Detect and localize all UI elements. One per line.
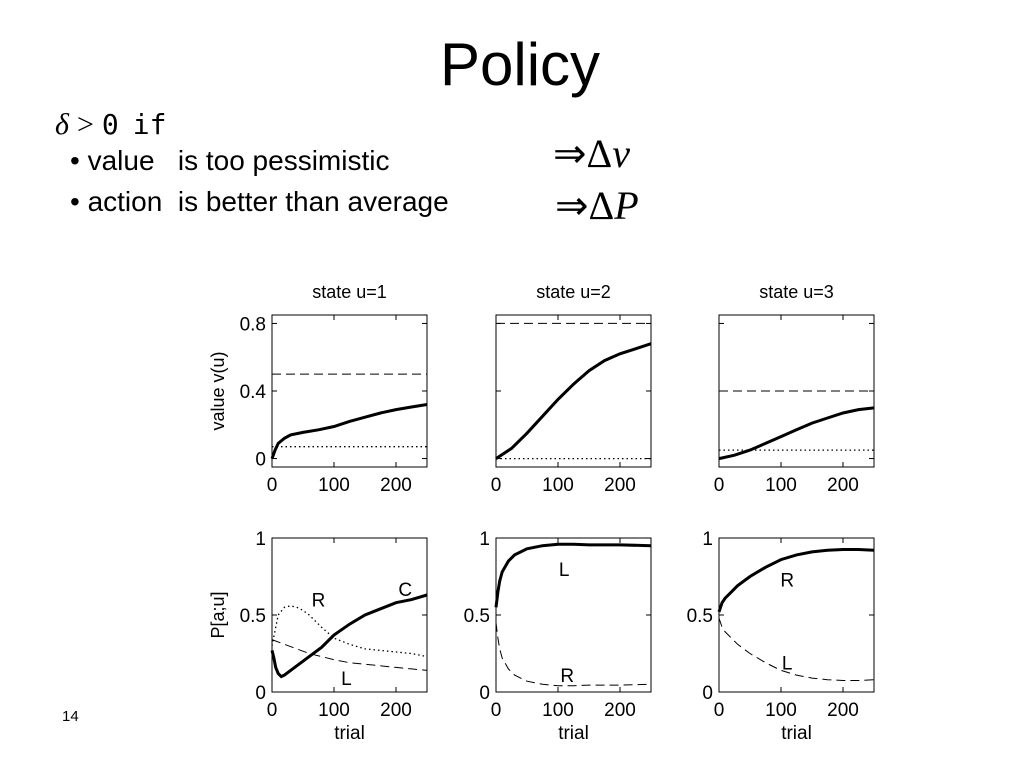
consequence-var: P (614, 183, 639, 228)
x-tick-label: 200 (380, 475, 412, 496)
condition-line: δ >0 if (55, 108, 166, 142)
y-tick-label: 1 (702, 529, 713, 550)
delta-symbol: δ (55, 108, 69, 141)
implies-delta-p: ⇒ΔP (555, 182, 639, 229)
series-line-solid (718, 406, 875, 461)
y-axis-label: P[a;u] (208, 591, 228, 638)
series-line-solid (270, 403, 428, 460)
x-tick-label: 100 (765, 475, 797, 496)
relation-symbol: > (76, 108, 94, 141)
slide-title: Policy (439, 31, 601, 98)
curve-label: R (780, 571, 794, 592)
series-line-solid (717, 548, 875, 613)
x-tick-label: 0 (714, 475, 725, 496)
y-tick-label: 0.5 (687, 606, 713, 627)
x-tick-label: 200 (604, 475, 636, 496)
y-tick-label: 0.5 (464, 606, 490, 627)
condition-word: if (132, 108, 167, 141)
x-tick-label: 200 (827, 475, 859, 496)
series-line-dashed (495, 622, 652, 687)
x-tick-label: 100 (542, 475, 574, 496)
series-line-solid (270, 593, 428, 679)
series-line-solid (495, 342, 652, 460)
x-tick-label: 100 (318, 475, 350, 496)
x-tick-label: 100 (542, 700, 574, 721)
x-tick-label: 0 (491, 475, 502, 496)
condition-value: 0 (101, 108, 119, 141)
curve-label: L (782, 654, 793, 675)
x-tick-label: 0 (267, 700, 278, 721)
y-tick-label: 0.5 (240, 606, 266, 627)
series-line-solid (494, 542, 652, 608)
implies-delta-v: ⇒Δv (553, 130, 630, 177)
series-line-dotted (271, 605, 428, 658)
x-axis-label: trial (781, 723, 812, 744)
consequence-var: v (612, 131, 631, 176)
panel-title: state u=3 (759, 282, 834, 302)
delta-sign: Δ (586, 131, 613, 176)
bullet-value: • value is too pessimistic (70, 145, 390, 176)
x-tick-label: 100 (318, 700, 350, 721)
curve-label: R (560, 666, 574, 687)
x-tick-label: 0 (714, 700, 725, 721)
panel-title: state u=2 (536, 282, 611, 302)
y-tick-label: 1 (255, 529, 266, 550)
y-tick-label: 1 (479, 529, 490, 550)
series-line-dashed (718, 617, 875, 681)
bullet-action: • action is better than average (70, 186, 449, 217)
x-tick-label: 100 (765, 700, 797, 721)
x-tick-label: 0 (267, 475, 278, 496)
x-tick-label: 0 (491, 700, 502, 721)
axes-frame (271, 314, 428, 468)
y-tick-label: 0 (255, 683, 266, 704)
page-number: 14 (62, 708, 79, 725)
y-axis-label: value v(u) (208, 351, 228, 430)
axes-frame (495, 314, 652, 468)
x-tick-label: 200 (604, 700, 636, 721)
y-tick-label: 0 (479, 683, 490, 704)
implies-arrow: ⇒ (553, 131, 587, 176)
y-tick-label: 0 (702, 683, 713, 704)
implies-arrow: ⇒ (555, 183, 589, 228)
x-tick-label: 200 (827, 700, 859, 721)
curve-label: L (341, 669, 352, 690)
panel-title: state u=1 (312, 282, 387, 302)
y-tick-label: 0 (255, 450, 266, 471)
series-line-dashed (271, 639, 428, 671)
x-axis-label: trial (558, 723, 589, 744)
delta-sign: Δ (588, 183, 615, 228)
axes-frame (718, 537, 875, 693)
curve-label: R (312, 591, 326, 612)
x-axis-label: trial (334, 723, 365, 744)
x-tick-label: 200 (380, 700, 412, 721)
curve-label: C (398, 580, 412, 601)
curve-label: L (559, 560, 570, 581)
y-tick-label: 0.4 (240, 382, 267, 403)
y-tick-label: 0.8 (240, 314, 266, 335)
